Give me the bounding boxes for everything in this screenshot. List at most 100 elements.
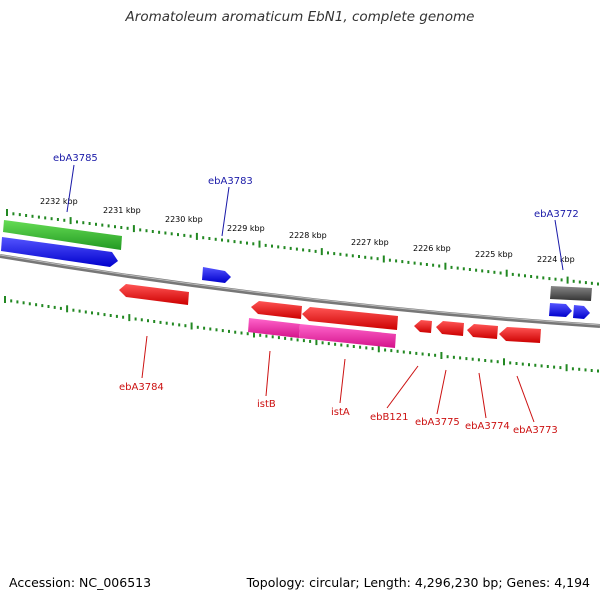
gene-label: ebB121	[370, 412, 408, 423]
gene-istB[interactable]	[248, 318, 300, 338]
minor-tick	[178, 323, 181, 327]
gene-label: istB	[257, 399, 276, 410]
minor-tick	[477, 358, 480, 362]
minor-tick	[302, 248, 305, 252]
minor-tick	[240, 331, 243, 335]
minor-tick	[571, 367, 574, 371]
minor-tick	[345, 253, 348, 257]
minor-tick	[509, 361, 512, 365]
minor-tick	[578, 367, 581, 371]
minor-tick	[511, 272, 514, 276]
major-tick	[315, 338, 318, 346]
leader-ebA3773	[516, 375, 535, 423]
minor-tick	[590, 281, 593, 285]
gene-ebA3775[interactable]	[436, 321, 464, 336]
gene-right-edge[interactable]	[573, 305, 590, 319]
minor-tick	[63, 218, 66, 222]
scale-label: 2229 kbp	[227, 224, 265, 233]
minor-tick	[271, 335, 274, 339]
gene-istA[interactable]	[299, 324, 396, 348]
minor-tick	[462, 267, 465, 271]
reverse-genes	[119, 284, 541, 348]
leader-istB	[265, 350, 271, 397]
minor-tick	[147, 319, 149, 323]
minor-tick	[438, 264, 441, 268]
major-tick	[253, 330, 255, 338]
minor-tick	[456, 266, 459, 270]
gene-ebB121[interactable]	[414, 320, 432, 333]
gene-ebA3784[interactable]	[119, 284, 189, 305]
minor-tick	[72, 308, 75, 312]
major-tick	[566, 276, 569, 284]
minor-tick	[484, 359, 487, 362]
minor-tick	[140, 318, 143, 322]
minor-tick	[107, 224, 110, 228]
minor-tick	[409, 351, 412, 355]
minor-tick	[12, 212, 15, 216]
minor-tick	[446, 355, 449, 359]
minor-tick	[419, 262, 422, 266]
gene-ebA3783[interactable]	[202, 267, 231, 283]
major-tick	[505, 269, 508, 277]
minor-tick	[159, 320, 162, 324]
minor-tick	[277, 336, 280, 340]
gene-upper-right[interactable]	[302, 307, 398, 330]
minor-tick	[246, 332, 249, 336]
minor-tick	[252, 242, 255, 246]
minor-tick	[84, 310, 87, 314]
minor-tick	[597, 282, 599, 286]
minor-tick	[487, 270, 490, 274]
minor-tick	[540, 364, 543, 368]
minor-tick	[76, 220, 78, 224]
minor-tick	[415, 351, 418, 355]
minor-tick	[536, 275, 539, 279]
gene-ebA3772[interactable]	[549, 303, 572, 317]
minor-tick	[284, 336, 287, 340]
gene-upper-left[interactable]	[251, 301, 302, 319]
gene-ebA3774[interactable]	[467, 324, 498, 339]
minor-tick	[553, 365, 556, 369]
outer-tick-ring	[6, 209, 599, 286]
minor-tick	[327, 251, 329, 255]
minor-tick	[371, 347, 374, 351]
minor-tick	[425, 263, 428, 266]
minor-tick	[233, 240, 236, 244]
minor-tick	[221, 329, 224, 333]
minor-tick	[364, 255, 367, 259]
minor-tick	[309, 339, 312, 343]
minor-tick	[339, 252, 342, 256]
minor-tick	[390, 349, 393, 353]
scale-label: 2230 kbp	[165, 215, 203, 224]
minor-tick	[41, 304, 44, 308]
leader-ebA3784	[141, 335, 148, 379]
minor-tick	[183, 233, 186, 237]
gene-label: ebA3783	[208, 176, 253, 187]
scale-label: 2232 kbp	[40, 197, 78, 206]
minor-tick	[184, 324, 187, 328]
minor-tick	[56, 218, 59, 221]
leader-ebA3785	[66, 164, 75, 213]
topology-label: Topology: circular; Length: 4,296,230 bp…	[246, 575, 590, 590]
major-tick	[444, 262, 447, 270]
leader-ebA3772	[554, 219, 564, 271]
minor-tick	[277, 245, 280, 249]
gene-ebA3773[interactable]	[499, 327, 541, 343]
minor-tick	[25, 214, 28, 217]
minor-tick	[109, 314, 112, 317]
gene-label: ebA3773	[513, 425, 558, 436]
minor-tick	[524, 274, 526, 278]
minor-tick	[302, 339, 305, 343]
minor-tick	[465, 357, 468, 361]
minor-tick	[122, 315, 125, 319]
minor-tick	[359, 345, 362, 349]
gene-label: ebA3772	[534, 209, 579, 220]
minor-tick	[327, 342, 330, 346]
minor-tick	[597, 369, 599, 373]
minor-tick	[50, 217, 53, 221]
gene-ebA3785[interactable]	[1, 237, 118, 267]
minor-tick	[203, 326, 206, 330]
minor-tick	[134, 317, 137, 321]
scale-label: 2224 kbp	[537, 255, 575, 264]
major-tick	[190, 322, 193, 330]
